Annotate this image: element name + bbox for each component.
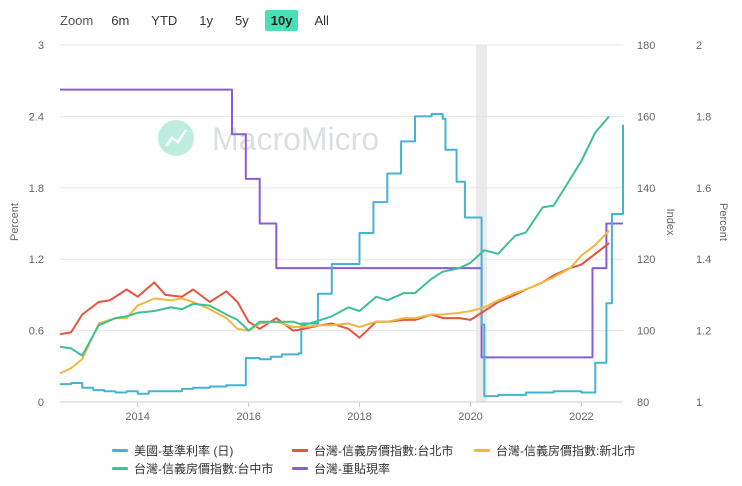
right-axis-title: Percent [717, 203, 729, 241]
left-tick-label: 1.8 [29, 183, 44, 195]
index-tick-label: 80 [637, 397, 649, 409]
range-6m-button[interactable]: 6m [111, 12, 130, 28]
right-tick-label: 2 [696, 40, 702, 52]
left-tick-label: 3 [38, 40, 44, 52]
x-tick-label: 2022 [569, 411, 593, 423]
legend-swatch [112, 467, 128, 470]
legend-item-new-taipei[interactable]: 台灣-信義房價指數:新北市 [474, 442, 635, 459]
range-ytd-button[interactable]: YTD [151, 12, 178, 28]
index-tick-label: 120 [637, 254, 655, 266]
right-tick-label: 1 [696, 397, 702, 409]
left-tick-label: 2.4 [29, 111, 44, 123]
legend-item-tw-discount-rate[interactable]: 台灣-重貼現率 [292, 460, 390, 477]
range-1y-button[interactable]: 1y [199, 12, 214, 28]
range-5y-button[interactable]: 5y [235, 12, 249, 28]
right-tick-label: 1.2 [696, 326, 711, 338]
legend-item-taichung[interactable]: 台灣-信義房價指數:台中市 [112, 460, 273, 477]
legend-swatch [292, 449, 308, 452]
macromicro-logo-icon [158, 120, 194, 156]
axes-layer: 0 0.6 1.2 1.8 2.4 3 80 100 120 140 160 180 1 1.2 1.4 1.… [29, 40, 712, 423]
left-tick-label: 1.2 [29, 254, 44, 266]
series-line-3 [59, 115, 610, 357]
series-layer [59, 88, 624, 398]
right-tick-label: 1.8 [696, 111, 711, 123]
left-tick-label: 0 [38, 397, 44, 409]
legend-item-us-rate[interactable]: 美國-基準利率 (日) [112, 442, 233, 459]
legend-label: 台灣-重貼現率 [314, 462, 390, 476]
left-tick-label: 0.6 [29, 326, 44, 338]
legend-label: 台灣-信義房價指數:台中市 [134, 462, 274, 476]
line-chart: MacroMicro 0 0.6 1.2 1.8 2.4 3 80 100 120 140 160 1… [9, 40, 729, 423]
x-tick-label: 2018 [347, 411, 371, 423]
zoom-label: Zoom [60, 12, 94, 28]
index-tick-label: 100 [637, 326, 655, 338]
range-all-button[interactable]: All [314, 12, 329, 28]
series-line-0 [60, 113, 624, 398]
index-tick-label: 160 [637, 111, 655, 123]
x-tick-label: 2016 [236, 411, 260, 423]
legend: 美國-基準利率 (日) 台灣-信義房價指數:台北市 台灣-信義房價指數:新北市 … [0, 438, 742, 484]
legend-swatch [474, 449, 490, 452]
series-line-1 [59, 242, 610, 339]
legend-label: 美國-基準利率 (日) [134, 444, 234, 458]
index-axis-title: Index [664, 209, 676, 236]
legend-swatch [112, 449, 128, 452]
watermark: MacroMicro [158, 120, 379, 157]
series-line-2 [59, 229, 610, 375]
legend-swatch [292, 467, 308, 470]
series-line-4 [60, 88, 623, 359]
right-tick-label: 1.6 [696, 183, 711, 195]
x-tick-label: 2020 [458, 411, 482, 423]
index-tick-label: 180 [637, 40, 655, 52]
grid-lines [60, 44, 623, 403]
range-selector: Zoom 6m YTD 1y 5y 10y All [60, 8, 345, 32]
legend-label: 台灣-信義房價指數:台北市 [314, 444, 454, 458]
left-axis-title: Percent [9, 203, 21, 241]
watermark-text: MacroMicro [212, 121, 379, 157]
range-10y-button[interactable]: 10y [264, 9, 299, 31]
legend-label: 台灣-信義房價指數:新北市 [496, 444, 636, 458]
legend-item-taipei[interactable]: 台灣-信義房價指數:台北市 [292, 442, 453, 459]
index-tick-label: 140 [637, 183, 655, 195]
right-tick-label: 1.4 [696, 254, 711, 266]
x-tick-label: 2014 [125, 411, 149, 423]
